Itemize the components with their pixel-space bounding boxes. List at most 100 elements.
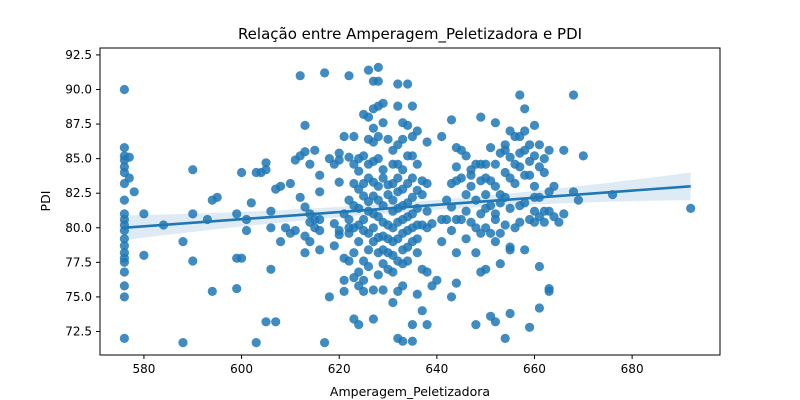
data-point	[451, 278, 461, 288]
data-point	[446, 292, 457, 302]
data-point	[407, 151, 417, 161]
plot-area	[119, 62, 696, 348]
y-tick-label: 82.5	[65, 186, 92, 200]
data-point	[407, 101, 417, 111]
data-point	[349, 248, 359, 258]
data-point	[398, 336, 408, 346]
data-point	[305, 237, 315, 247]
data-point	[261, 165, 271, 175]
data-point	[207, 286, 217, 296]
data-point	[412, 248, 422, 258]
data-point	[505, 308, 515, 319]
data-point	[559, 209, 569, 219]
data-point	[412, 289, 422, 299]
y-tick-label: 80.0	[65, 221, 92, 235]
data-point	[251, 338, 261, 348]
data-point	[119, 143, 129, 153]
x-tick-label: 640	[425, 362, 448, 376]
data-point	[354, 320, 364, 330]
regression-line	[124, 184, 691, 230]
data-point	[359, 275, 369, 285]
data-point	[442, 195, 452, 205]
data-point	[529, 151, 540, 161]
data-point	[339, 275, 349, 285]
data-point	[354, 166, 364, 176]
data-point	[437, 131, 447, 142]
data-point	[451, 162, 461, 172]
data-point	[505, 203, 515, 213]
data-point	[119, 241, 129, 251]
data-point	[412, 126, 422, 136]
data-point	[461, 234, 471, 244]
y-axis-label: PDI	[38, 191, 53, 212]
data-point	[427, 219, 437, 229]
data-point	[383, 134, 393, 144]
data-point	[354, 267, 364, 277]
data-point	[520, 245, 530, 255]
x-tick-label: 680	[621, 362, 644, 376]
data-point	[188, 256, 198, 266]
data-point	[398, 281, 408, 291]
data-point	[490, 159, 500, 169]
data-point	[276, 237, 286, 247]
data-point	[451, 248, 461, 258]
data-point	[407, 336, 417, 346]
y-tick-label: 85.0	[65, 152, 92, 166]
data-point	[490, 181, 500, 191]
data-point	[500, 220, 510, 230]
y-tick-label: 72.5	[65, 324, 92, 338]
data-point	[300, 120, 310, 130]
data-point	[573, 195, 584, 205]
data-point	[393, 173, 403, 183]
data-point	[329, 241, 339, 251]
data-point	[481, 190, 491, 200]
data-point	[344, 256, 354, 266]
data-point	[422, 206, 432, 216]
data-point	[363, 245, 374, 255]
data-point	[525, 140, 535, 150]
data-point	[490, 317, 500, 327]
data-point	[188, 165, 198, 175]
data-point	[412, 234, 422, 244]
data-point	[578, 151, 588, 161]
data-point	[471, 320, 481, 330]
data-point	[559, 145, 569, 155]
data-point	[529, 181, 540, 191]
data-point	[534, 140, 545, 150]
data-point	[359, 151, 369, 161]
data-point	[495, 228, 505, 238]
plot-frame	[99, 47, 721, 356]
data-point	[344, 152, 354, 162]
data-point	[554, 217, 564, 227]
data-point	[232, 209, 242, 219]
data-point	[139, 209, 149, 219]
data-point	[373, 154, 383, 164]
data-point	[529, 120, 540, 130]
data-point	[119, 234, 129, 244]
data-point	[124, 152, 134, 162]
data-point	[500, 333, 510, 343]
data-point	[266, 223, 276, 233]
data-point	[334, 177, 344, 187]
data-point	[241, 225, 252, 236]
data-point	[549, 181, 559, 191]
x-axis: 580 600 620 640 660 680	[132, 355, 644, 376]
data-point	[461, 151, 471, 161]
data-point	[315, 225, 325, 236]
data-point	[276, 181, 286, 191]
data-point	[119, 253, 129, 263]
y-axis: 72.5 75.0 77.5 80.0 82.5 85.0 87.5 90.0 92.5	[65, 48, 100, 338]
data-point	[461, 190, 471, 200]
data-point	[520, 198, 530, 208]
data-point	[378, 165, 388, 175]
data-point	[490, 118, 500, 128]
data-point	[442, 214, 452, 225]
data-point	[539, 154, 549, 164]
data-point	[378, 173, 388, 183]
data-point	[373, 131, 383, 142]
data-point	[354, 237, 364, 247]
data-point	[539, 217, 549, 227]
data-point	[271, 317, 281, 327]
data-point	[446, 225, 457, 236]
